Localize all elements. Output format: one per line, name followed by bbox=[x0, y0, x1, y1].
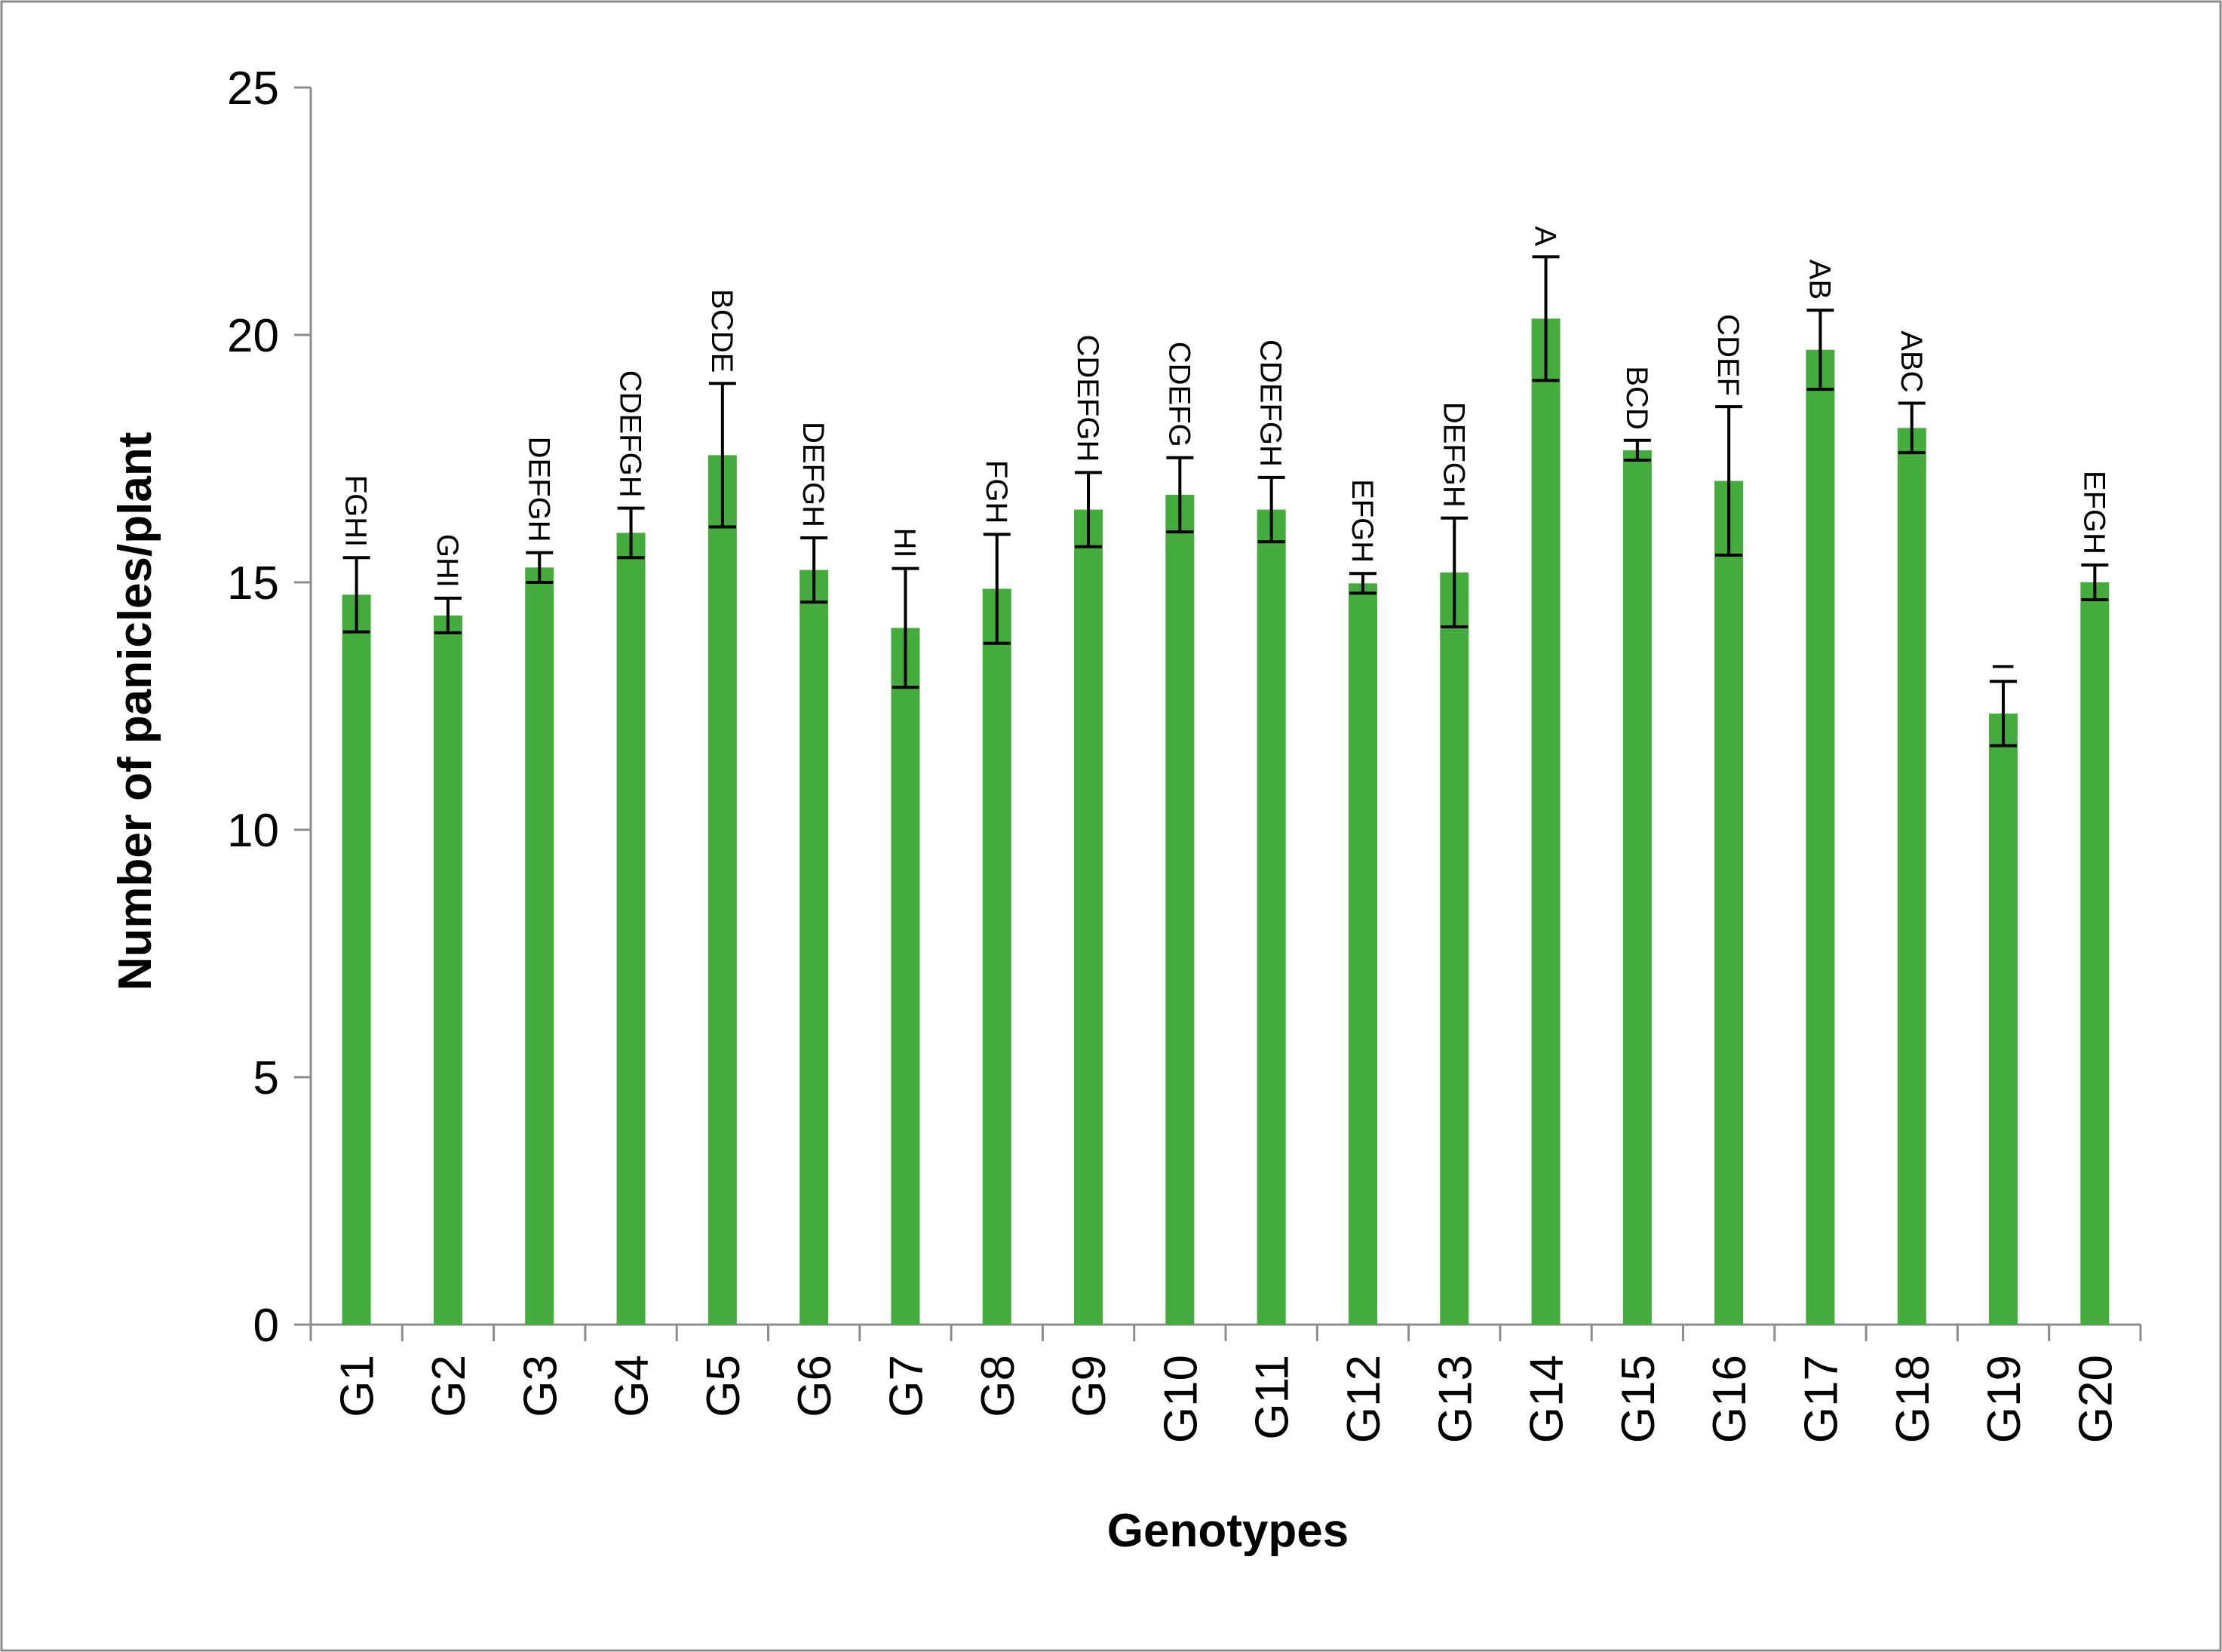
bar-G11 bbox=[1257, 509, 1286, 1325]
x-tick-label-G11: G11 bbox=[1247, 1355, 1299, 1440]
bar-G12 bbox=[1348, 583, 1377, 1325]
y-axis-title: Number of panicles/plant bbox=[109, 432, 161, 991]
bar-G10 bbox=[1165, 494, 1195, 1325]
significance-label-G2: GHI bbox=[431, 534, 464, 588]
significance-label-G18: ABC bbox=[1895, 330, 1928, 392]
x-tick-label-G2: G2 bbox=[423, 1355, 475, 1417]
significance-label-G9: CDEFGH bbox=[1071, 334, 1104, 462]
x-tick-label-G13: G13 bbox=[1429, 1355, 1481, 1443]
x-tick-label-G20: G20 bbox=[2070, 1355, 2122, 1443]
bar-G15 bbox=[1622, 450, 1652, 1325]
bar-G14 bbox=[1531, 318, 1561, 1325]
bar-G5 bbox=[707, 455, 737, 1325]
x-tick-label-G3: G3 bbox=[514, 1355, 566, 1417]
bar-G20 bbox=[2080, 582, 2110, 1325]
significance-label-G5: BCDE bbox=[705, 289, 738, 373]
x-tick-label-G14: G14 bbox=[1521, 1355, 1573, 1443]
bar-G3 bbox=[525, 567, 554, 1325]
x-tick-label-G10: G10 bbox=[1155, 1355, 1207, 1443]
bar-G9 bbox=[1074, 509, 1103, 1325]
x-tick-label-G8: G8 bbox=[972, 1355, 1024, 1417]
plot-area: 0510152025FGHIG1GHIG2DEFGHG3CDEFGHG4BCDE… bbox=[227, 63, 2142, 1443]
x-tick-label-G9: G9 bbox=[1063, 1355, 1116, 1417]
x-tick-label-G7: G7 bbox=[880, 1355, 932, 1417]
bar-G17 bbox=[1806, 349, 1835, 1325]
significance-label-G20: EFGH bbox=[2077, 471, 2110, 554]
x-tick-label-G19: G19 bbox=[1978, 1355, 2030, 1443]
bar-G13 bbox=[1440, 572, 1469, 1325]
significance-label-G7: HI bbox=[888, 528, 921, 558]
significance-label-G19: I bbox=[1986, 662, 2019, 671]
bar-G4 bbox=[616, 533, 646, 1325]
significance-label-G10: CDEFG bbox=[1162, 342, 1195, 447]
x-tick-label-G15: G15 bbox=[1613, 1355, 1665, 1443]
bar-G1 bbox=[342, 594, 371, 1325]
x-tick-label-G18: G18 bbox=[1887, 1355, 1939, 1443]
y-tick-label: 15 bbox=[227, 557, 279, 610]
y-tick-label: 20 bbox=[227, 310, 279, 362]
significance-label-G13: DEFGH bbox=[1437, 402, 1470, 508]
significance-label-G16: CDEF bbox=[1711, 314, 1745, 396]
x-tick-label-G4: G4 bbox=[606, 1355, 658, 1417]
x-tick-label-G17: G17 bbox=[1795, 1355, 1847, 1443]
bar-G6 bbox=[799, 570, 829, 1325]
bar-G16 bbox=[1714, 481, 1744, 1325]
x-axis-title: Genotypes bbox=[1107, 1505, 1349, 1557]
bar-G19 bbox=[1989, 713, 2018, 1325]
bar-G18 bbox=[1897, 428, 1926, 1325]
bar-G2 bbox=[433, 615, 462, 1325]
significance-label-G14: A bbox=[1529, 226, 1562, 247]
significance-label-G12: EFGH bbox=[1346, 479, 1379, 563]
significance-label-G1: FGHI bbox=[339, 475, 373, 548]
significance-label-G15: BCD bbox=[1620, 366, 1653, 429]
y-tick-label: 25 bbox=[227, 63, 279, 115]
significance-label-G6: DEFGH bbox=[796, 422, 830, 527]
significance-label-G3: DEFGH bbox=[522, 437, 555, 542]
x-tick-label-G16: G16 bbox=[1704, 1355, 1756, 1443]
significance-label-G17: AB bbox=[1803, 259, 1836, 299]
x-tick-label-G5: G5 bbox=[698, 1355, 750, 1417]
significance-label-G11: CDEFGH bbox=[1254, 339, 1287, 467]
bar-G8 bbox=[982, 588, 1011, 1325]
significance-label-G4: CDEFGH bbox=[614, 370, 647, 498]
x-tick-label-G12: G12 bbox=[1338, 1355, 1390, 1443]
x-tick-label-G6: G6 bbox=[789, 1355, 841, 1417]
significance-label-G8: FGH bbox=[980, 460, 1013, 524]
y-tick-label: 10 bbox=[227, 805, 279, 857]
y-tick-label: 5 bbox=[253, 1052, 279, 1104]
x-tick-label-G1: G1 bbox=[332, 1355, 384, 1417]
bar-G7 bbox=[891, 628, 920, 1325]
y-tick-label: 0 bbox=[253, 1300, 279, 1352]
